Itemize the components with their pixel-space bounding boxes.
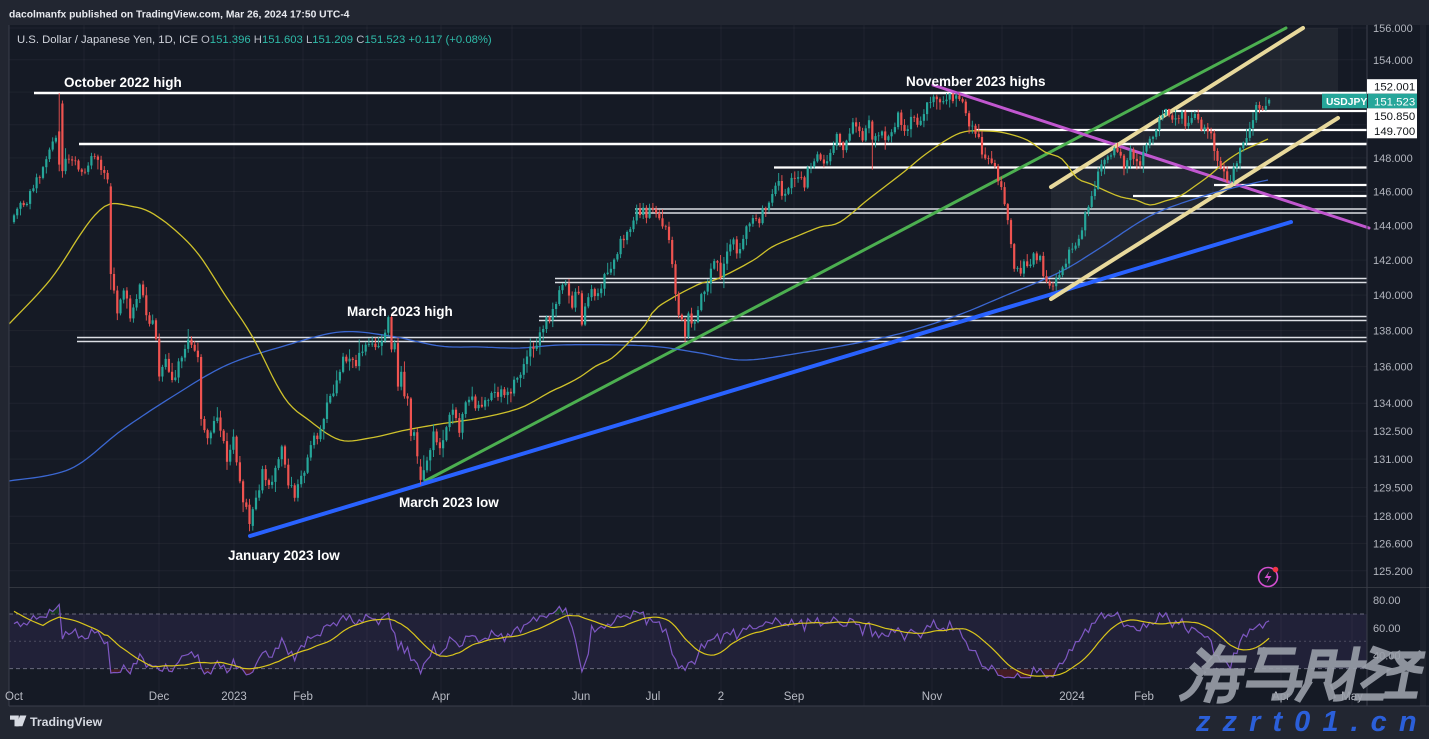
svg-text:126.600: 126.600 (1373, 538, 1413, 550)
svg-text:134.000: 134.000 (1373, 398, 1413, 410)
svg-text:125.200: 125.200 (1373, 566, 1413, 578)
svg-text:dacolmanfx published on Tradin: dacolmanfx published on TradingView.com,… (9, 10, 350, 21)
svg-text:Nov: Nov (922, 691, 943, 703)
svg-text:U.S. Dollar / Japanese Yen, 1D: U.S. Dollar / Japanese Yen, 1D, ICE O151… (17, 34, 492, 46)
svg-text:140.000: 140.000 (1373, 290, 1413, 302)
svg-text:z z r t 0 1 . c n: z z r t 0 1 . c n (1195, 706, 1419, 738)
svg-text:150.850: 150.850 (1374, 111, 1415, 123)
svg-text:142.000: 142.000 (1373, 255, 1413, 267)
svg-text:148.000: 148.000 (1373, 153, 1413, 165)
svg-text:March 2023 low: March 2023 low (399, 495, 499, 510)
svg-text:149.700: 149.700 (1374, 126, 1415, 138)
svg-text:138.000: 138.000 (1373, 326, 1413, 338)
svg-text:Feb: Feb (293, 691, 313, 703)
svg-text:Jul: Jul (646, 691, 661, 703)
svg-text:TradingView: TradingView (30, 715, 103, 729)
svg-text:Oct: Oct (5, 691, 24, 703)
svg-text:2023: 2023 (221, 691, 247, 703)
svg-text:2024: 2024 (1059, 691, 1085, 703)
svg-text:136.000: 136.000 (1373, 362, 1413, 374)
svg-text:128.000: 128.000 (1373, 511, 1413, 523)
svg-text:USDJPY: USDJPY (1326, 97, 1367, 108)
svg-text:152.001: 152.001 (1374, 82, 1415, 94)
svg-text:Feb: Feb (1134, 691, 1154, 703)
svg-text:March 2023 high: March 2023 high (347, 304, 453, 319)
svg-text:Dec: Dec (149, 691, 170, 703)
svg-text:156.000: 156.000 (1373, 23, 1413, 35)
svg-text:60.00: 60.00 (1373, 623, 1401, 635)
svg-text:80.00: 80.00 (1373, 595, 1401, 607)
svg-text:129.500: 129.500 (1373, 483, 1413, 495)
svg-text:2: 2 (718, 691, 724, 703)
svg-text:132.500: 132.500 (1373, 426, 1413, 438)
svg-text:151.523: 151.523 (1374, 96, 1415, 108)
svg-text:Apr: Apr (432, 691, 450, 703)
svg-text:Jun: Jun (572, 691, 591, 703)
svg-text:November 2023 highs: November 2023 highs (906, 74, 1046, 89)
svg-text:146.000: 146.000 (1373, 187, 1413, 199)
svg-text:October 2022 high: October 2022 high (64, 75, 182, 90)
svg-text:January 2023 low: January 2023 low (228, 548, 340, 563)
svg-text:131.000: 131.000 (1373, 454, 1413, 466)
svg-text:144.000: 144.000 (1373, 221, 1413, 233)
svg-text:Sep: Sep (784, 691, 804, 703)
svg-text:154.000: 154.000 (1373, 55, 1413, 67)
